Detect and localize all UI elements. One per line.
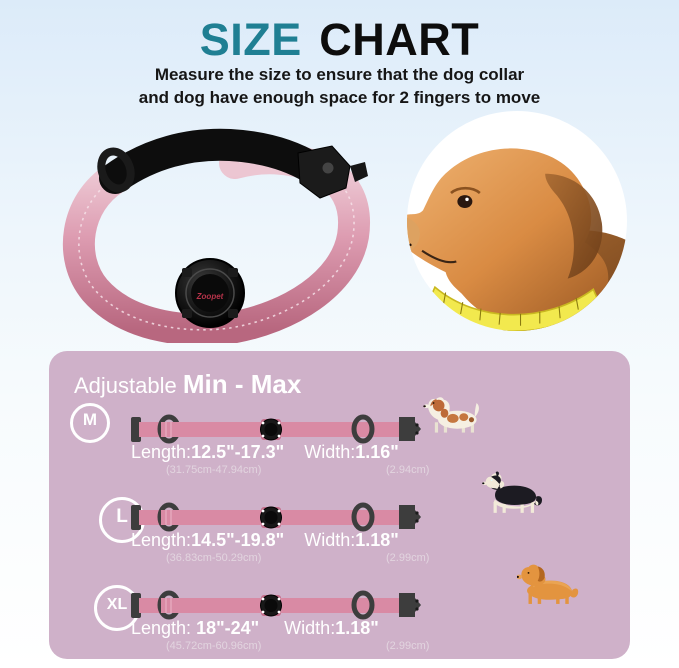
svg-text:Zoopet: Zoopet <box>196 292 224 301</box>
